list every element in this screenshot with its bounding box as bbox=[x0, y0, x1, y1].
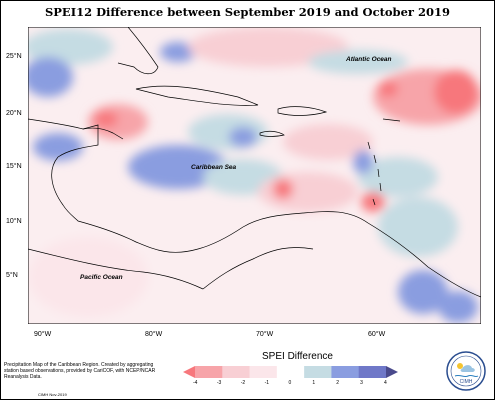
logo-text: CIMH bbox=[460, 379, 473, 385]
colorbar bbox=[183, 366, 398, 378]
colorbar-tick-label: -4 bbox=[193, 380, 198, 386]
lon-label: 70°W bbox=[256, 331, 274, 338]
atlantic-ocean-label: Atlantic Ocean bbox=[345, 56, 392, 63]
colorbar-tick-label: 0 bbox=[288, 380, 292, 386]
colorbar-tick-label: 4 bbox=[384, 380, 387, 386]
coastlines bbox=[28, 27, 481, 298]
lon-label: 90°W bbox=[34, 331, 52, 338]
lat-label: 15°N bbox=[6, 163, 22, 170]
colorbar-swatch bbox=[304, 366, 332, 378]
colorbar-swatch bbox=[183, 366, 195, 378]
lat-label: 25°N bbox=[6, 53, 22, 60]
lat-label: 5°N bbox=[6, 272, 18, 279]
colorbar-tick-label: 3 bbox=[360, 380, 363, 386]
colorbar-swatch bbox=[386, 366, 398, 378]
cimh-logo-icon: CIMH bbox=[446, 351, 486, 391]
pacific-ocean-label: Pacific Ocean bbox=[80, 274, 123, 281]
colorbar-swatch bbox=[222, 366, 250, 378]
spei-field bbox=[28, 27, 481, 323]
colorbar-tick-label: -3 bbox=[216, 380, 222, 386]
legend-title: SPEI Difference bbox=[262, 351, 333, 362]
colorbar-swatch bbox=[195, 366, 223, 378]
lat-label: 10°N bbox=[6, 218, 22, 225]
colorbar-swatch bbox=[358, 366, 387, 378]
footer-credit: CIMH Nov-2019 bbox=[38, 392, 67, 397]
colorbar-tick-label: -1 bbox=[264, 380, 270, 386]
footer-description: Precipitation Map of the Caribbean Regio… bbox=[4, 362, 156, 380]
colorbar-tick-label: 1 bbox=[312, 380, 316, 386]
map-panel: Atlantic Ocean Caribbean Sea Pacific Oce… bbox=[28, 27, 481, 324]
colorbar-swatch bbox=[276, 366, 305, 378]
lon-label: 60°W bbox=[368, 331, 386, 338]
colorbar-tick-label: -2 bbox=[240, 380, 246, 386]
colorbar-swatch bbox=[249, 366, 278, 378]
colorbar-swatch bbox=[331, 366, 360, 378]
map-title: SPEI12 Difference between September 2019… bbox=[44, 5, 450, 19]
lon-label: 80°W bbox=[145, 331, 163, 338]
colorbar-tick-label: 2 bbox=[336, 380, 340, 386]
lat-label: 20°N bbox=[6, 110, 22, 117]
caribbean-sea-label: Caribbean Sea bbox=[191, 164, 237, 171]
